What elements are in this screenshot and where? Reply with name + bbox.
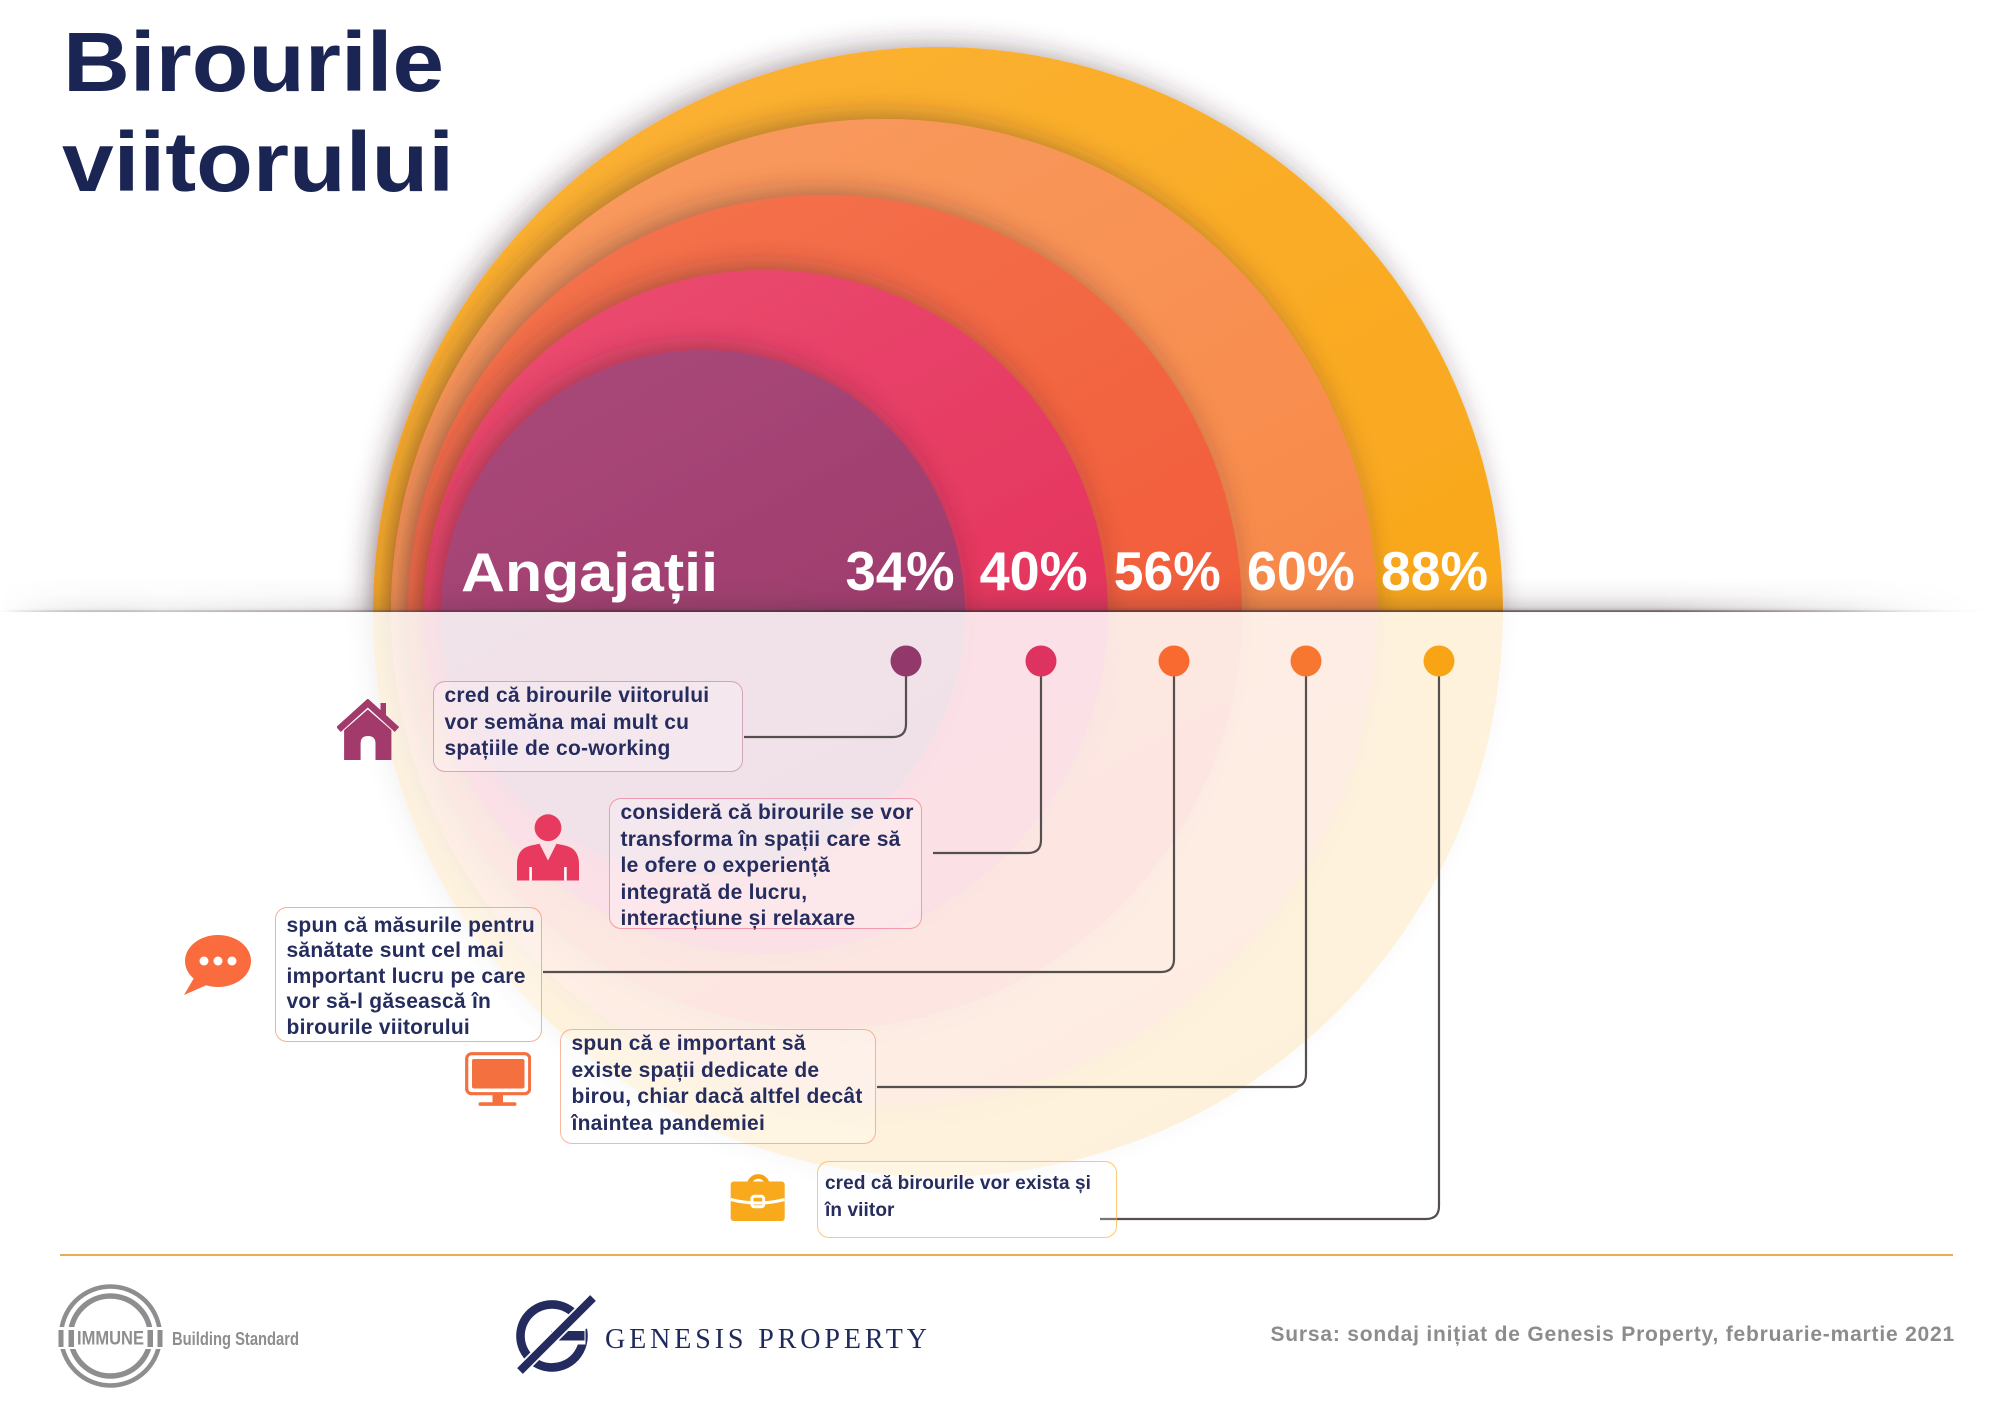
svg-text:Building Standard: Building Standard	[172, 1328, 299, 1349]
svg-text:IMMUNE: IMMUNE	[77, 1329, 144, 1350]
svg-text:40%: 40%	[980, 540, 1088, 602]
svg-text:viitorului: viitorului	[62, 115, 454, 209]
svg-text:GENESIS PROPERTY: GENESIS PROPERTY	[605, 1324, 927, 1355]
svg-text:34%: 34%	[846, 540, 955, 602]
svg-text:Angajații: Angajații	[461, 541, 718, 604]
svg-text:88%: 88%	[1381, 540, 1488, 602]
svg-text:Birourile: Birourile	[63, 15, 444, 109]
svg-text:56%: 56%	[1114, 540, 1221, 602]
svg-text:60%: 60%	[1247, 540, 1355, 602]
